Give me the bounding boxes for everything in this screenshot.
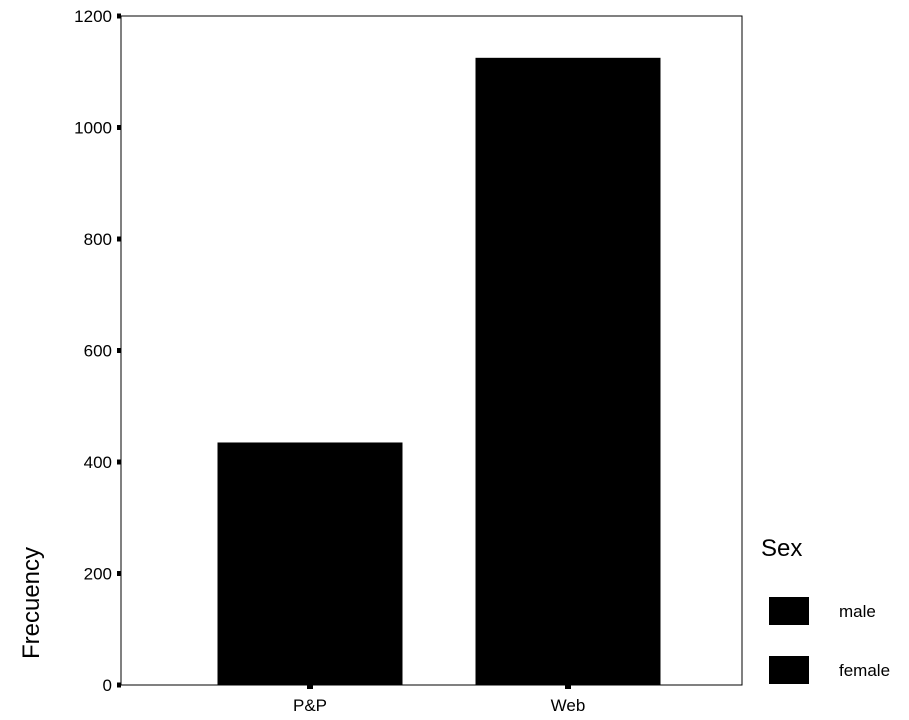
y-tick-mark — [117, 13, 121, 19]
bar — [217, 442, 403, 685]
legend: Sex male female — [761, 535, 890, 684]
legend-swatch — [769, 656, 809, 684]
y-tick-mark — [117, 236, 121, 242]
x-tick-mark — [307, 685, 313, 689]
y-tick-mark — [117, 459, 121, 465]
y-tick-label: 400 — [84, 453, 112, 472]
y-tick-mark — [117, 682, 121, 688]
x-tick-label: P&P — [293, 696, 327, 715]
y-tick-label: 0 — [103, 676, 112, 695]
legend-label: female — [839, 661, 890, 680]
y-tick-label: 200 — [84, 565, 112, 584]
legend-entries: male female — [769, 597, 890, 684]
x-tick-label: Web — [551, 696, 586, 715]
x-tick-mark — [565, 685, 571, 689]
legend-label: male — [839, 602, 876, 621]
legend-title: Sex — [761, 535, 802, 562]
bar — [475, 57, 661, 685]
y-tick-label: 600 — [84, 342, 112, 361]
y-tick-mark — [117, 125, 121, 130]
x-axis: P&P Web — [293, 685, 585, 715]
y-axis: 0 200 400 600 800 1000 1200 — [74, 7, 121, 695]
y-tick-mark — [117, 571, 121, 576]
y-tick-label: 1000 — [74, 119, 112, 138]
y-tick-label: 1200 — [74, 7, 112, 26]
y-tick-label: 800 — [84, 230, 112, 249]
legend-swatch — [769, 597, 809, 625]
y-axis-title: Frecuency — [18, 547, 45, 659]
y-tick-mark — [117, 348, 121, 353]
bars — [217, 57, 661, 685]
